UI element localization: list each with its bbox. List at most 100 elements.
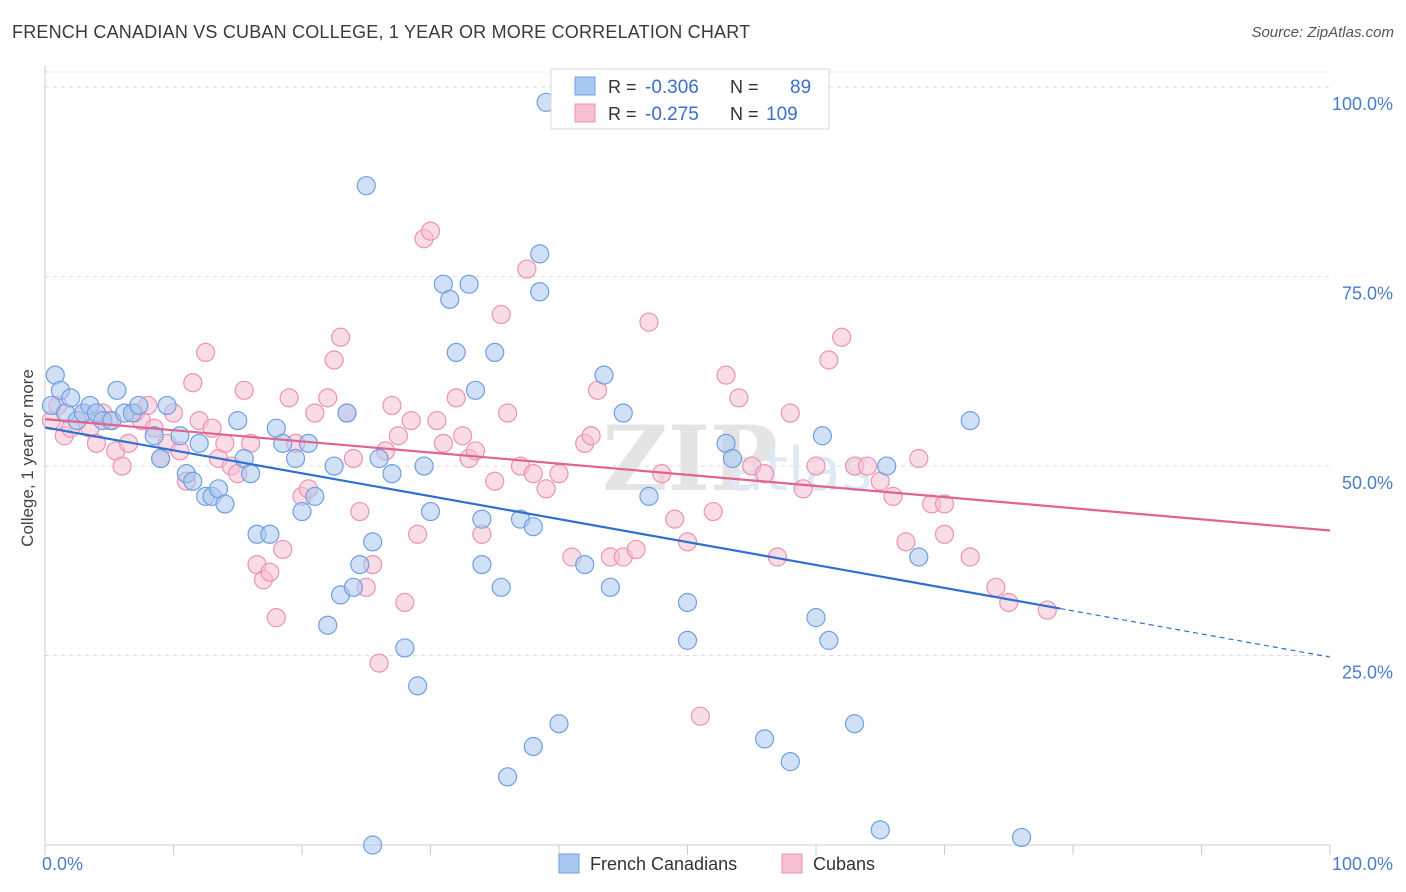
point-french-canadian (722, 448, 743, 469)
point-french-canadian (343, 577, 363, 597)
point-french-canadian (819, 630, 839, 650)
point-cuban (999, 592, 1019, 613)
point-cuban (388, 426, 408, 446)
point-french-canadian (215, 494, 235, 514)
point-french-canadian (363, 835, 383, 855)
point-french-canadian (1011, 827, 1032, 848)
point-cuban (934, 494, 955, 514)
point-french-canadian (594, 365, 614, 385)
point-cuban (793, 479, 813, 499)
legend-swatch-pink (574, 103, 596, 123)
point-cuban (626, 539, 646, 560)
y-tick-label: 100.0% (1332, 94, 1393, 114)
point-french-canadian (575, 554, 595, 575)
point-french-canadian (369, 448, 389, 469)
point-cuban (427, 411, 447, 431)
point-french-canadian (151, 448, 171, 469)
source-label: Source: ZipAtlas.com (1251, 24, 1394, 41)
point-french-canadian (382, 464, 402, 484)
point-french-canadian (414, 456, 434, 476)
legend-box: R = -0.306 N = 89 R = -0.275 N = 109 (550, 68, 830, 130)
point-french-canadian (960, 411, 980, 431)
point-french-canadian (812, 426, 833, 446)
legend-r-label-1: R = (608, 77, 637, 97)
point-cuban (806, 456, 826, 476)
point-french-canadian (465, 380, 486, 400)
point-french-canadian (285, 448, 306, 469)
point-cuban (896, 532, 916, 552)
point-french-canadian (363, 532, 383, 552)
point-french-canadian (292, 501, 312, 522)
x-tick-label: 100.0% (1332, 854, 1393, 874)
point-cuban (960, 547, 980, 567)
series-french-canadians (41, 92, 1032, 855)
point-cuban (395, 592, 415, 613)
point-cuban (350, 501, 370, 522)
point-french-canadian (183, 471, 203, 491)
point-french-canadian (523, 517, 543, 537)
point-french-canadian (157, 395, 177, 416)
point-cuban (273, 539, 293, 560)
point-cuban (883, 486, 903, 506)
point-cuban (382, 395, 402, 416)
point-cuban (343, 448, 363, 469)
point-french-canadian (870, 820, 890, 840)
trend-line-french-canadians (44, 426, 1061, 610)
point-french-canadian (523, 736, 543, 757)
point-french-canadian (408, 676, 428, 696)
point-french-canadian (472, 554, 492, 575)
point-french-canadian (491, 577, 511, 597)
point-french-canadian (754, 729, 775, 749)
y-tick-label: 25.0% (1342, 663, 1393, 683)
point-cuban (453, 426, 473, 446)
bottom-legend: French Canadians Cubans (558, 853, 875, 874)
legend-swatch-blue (574, 76, 596, 96)
point-french-canadian (260, 524, 280, 544)
point-cuban (485, 471, 505, 491)
point-french-canadian (472, 509, 492, 529)
point-cuban (690, 706, 710, 726)
point-cuban (665, 509, 685, 529)
legend-n-label-1: N = (730, 77, 759, 97)
legend-n-value-1: 89 (790, 77, 811, 98)
point-french-canadian (677, 592, 698, 613)
point-french-canadian (600, 577, 621, 597)
point-cuban (1037, 600, 1057, 620)
point-cuban (934, 524, 955, 544)
point-cuban (498, 403, 518, 423)
point-cuban (420, 221, 441, 241)
point-french-canadian (107, 380, 127, 400)
point-cuban (754, 464, 775, 484)
point-cuban (86, 433, 107, 453)
axes (44, 66, 1331, 855)
x-tick-labels: 0.0% 100.0% (42, 854, 1393, 874)
point-cuban (523, 464, 543, 484)
point-cuban (401, 411, 421, 431)
point-french-canadian (498, 767, 518, 787)
point-cuban (491, 304, 511, 325)
point-french-canadian (318, 615, 338, 635)
bottom-legend-swatch-blue (558, 853, 580, 874)
point-cuban (369, 653, 389, 673)
point-cuban (703, 501, 723, 522)
point-french-canadian (613, 403, 633, 423)
point-french-canadian (909, 547, 929, 567)
point-french-canadian (530, 282, 550, 302)
point-cuban (266, 608, 286, 628)
point-french-canadian (241, 464, 261, 484)
point-cuban (183, 373, 203, 393)
point-french-canadian (61, 388, 81, 408)
point-cuban (196, 342, 216, 363)
point-cuban (536, 479, 556, 499)
point-cuban (260, 562, 280, 582)
legend-r-value-1: -0.306 (645, 77, 699, 98)
point-cuban (986, 577, 1006, 597)
point-french-canadian (677, 630, 698, 650)
point-french-canadian (273, 433, 293, 453)
point-french-canadian (877, 456, 897, 476)
point-cuban (832, 327, 852, 347)
point-french-canadian (485, 342, 505, 363)
point-cuban (305, 403, 325, 423)
point-french-canadian (395, 638, 415, 658)
point-cuban (433, 433, 453, 453)
